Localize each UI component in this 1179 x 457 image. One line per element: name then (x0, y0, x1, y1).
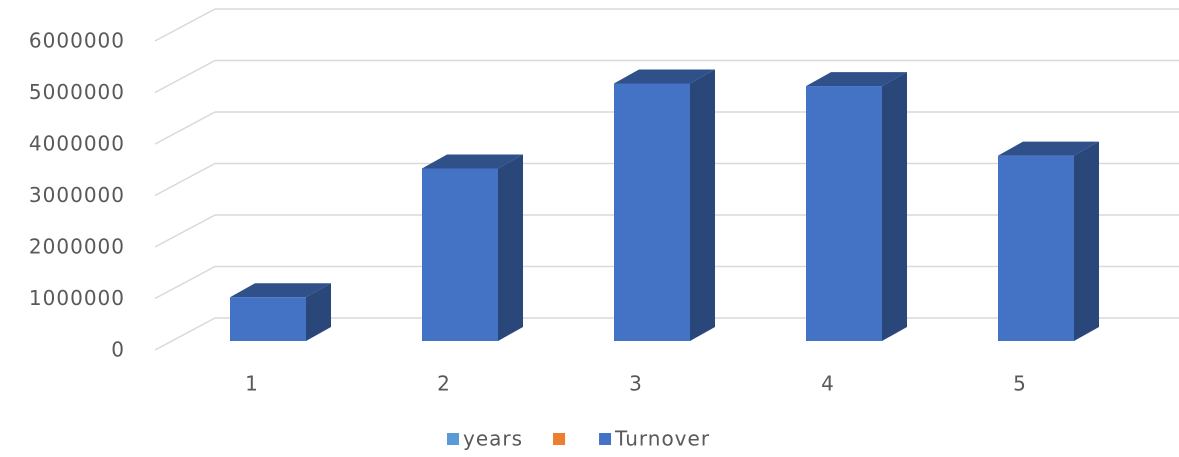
bar-side (690, 69, 715, 341)
bar-top (998, 141, 1099, 156)
bar-side (1074, 141, 1099, 341)
bar-top (806, 72, 907, 87)
legend-swatch (599, 433, 612, 445)
y-tick-label: 6000000 (29, 29, 125, 53)
y-tick-label: 5000000 (29, 80, 125, 104)
y-tick-label: 1000000 (29, 286, 125, 310)
bar (422, 168, 498, 341)
grid-line (154, 265, 216, 300)
bar (230, 297, 306, 341)
grid-line (154, 214, 216, 248)
bar-top (230, 283, 331, 298)
grid-line (154, 317, 216, 351)
bar-side (882, 72, 907, 341)
bar (806, 86, 882, 341)
legend-swatch (447, 433, 459, 445)
grid-line (154, 59, 216, 94)
x-tick-label: 4 (821, 372, 835, 396)
bar (614, 83, 690, 341)
x-tick-label: 3 (629, 372, 643, 396)
bar-top (422, 154, 523, 169)
bar-side (498, 154, 523, 341)
grid-line (154, 8, 216, 42)
grid-line (154, 162, 216, 197)
bar (998, 155, 1074, 341)
legend-label: years (463, 427, 523, 451)
bar-side (306, 283, 331, 341)
x-tick-label: 5 (1013, 372, 1027, 396)
y-tick-label: 2000000 (29, 235, 125, 259)
grid-line (154, 111, 216, 145)
y-tick-label: 4000000 (29, 132, 125, 156)
y-tick-label: 0 (111, 338, 125, 362)
x-tick-label: 2 (437, 372, 451, 396)
legend-swatch (553, 433, 566, 445)
legend-label: Turnover (614, 427, 710, 451)
bar-top (614, 69, 715, 84)
x-tick-label: 1 (245, 372, 259, 396)
y-tick-label: 3000000 (29, 183, 125, 207)
